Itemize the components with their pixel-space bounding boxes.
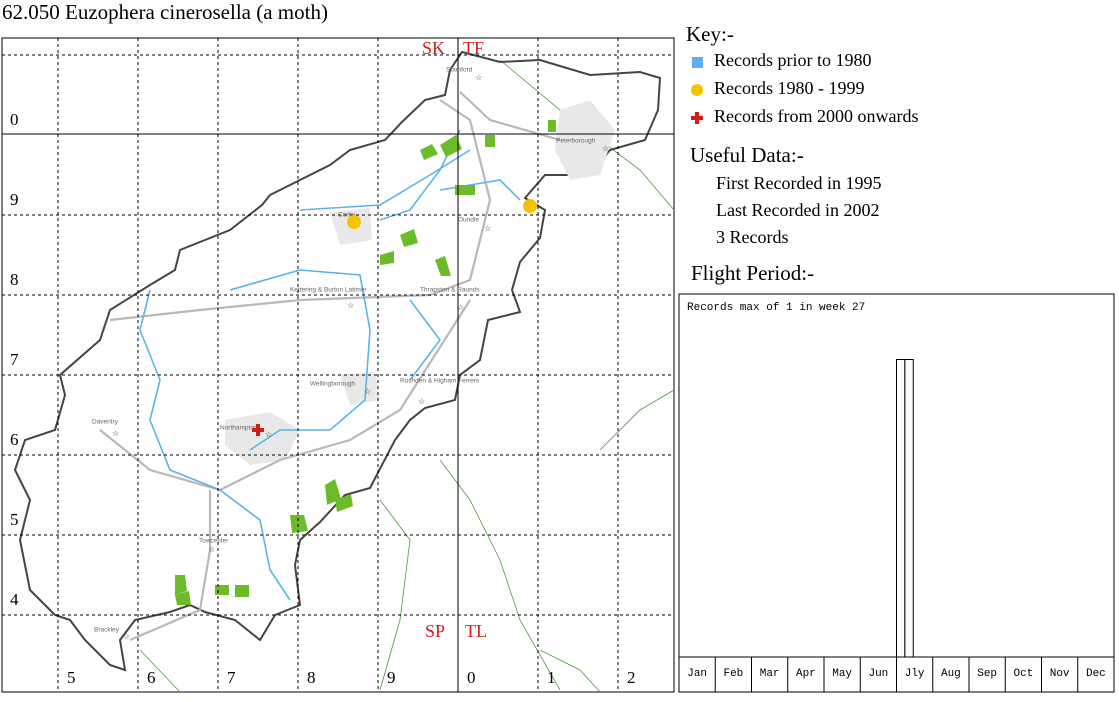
place-label: Stamford bbox=[446, 67, 473, 74]
square-label: SP bbox=[425, 621, 445, 641]
river bbox=[139, 129, 521, 601]
place-marker: ☆ bbox=[418, 397, 425, 406]
grid-label: 0 bbox=[467, 668, 476, 687]
place-marker: ☆ bbox=[475, 73, 482, 82]
chart-subtitle: Records max of 1 in week 27 bbox=[687, 302, 865, 314]
place-label: Wellingborough bbox=[310, 381, 355, 388]
place-label: Oundle bbox=[458, 217, 479, 224]
place-marker: ☆ bbox=[123, 632, 130, 641]
x-tick-label: Nov bbox=[1050, 668, 1070, 680]
x-tick-label: Jun bbox=[868, 668, 888, 680]
useful-line: First Recorded in 1995 bbox=[716, 173, 881, 193]
grid-label: 0 bbox=[10, 110, 19, 129]
grid bbox=[2, 38, 674, 692]
key-icon bbox=[691, 112, 703, 124]
key-item: Records 1980 - 1999 bbox=[714, 78, 864, 98]
key: Key:- Records prior to 1980 Records 1980… bbox=[686, 22, 918, 285]
key-item: Records prior to 1980 bbox=[714, 50, 871, 70]
key-title: Key:- bbox=[686, 22, 734, 46]
record-2000-onwards bbox=[252, 424, 264, 436]
record-1980-1999 bbox=[347, 215, 361, 229]
place-marker: ☆ bbox=[265, 430, 272, 439]
grid-label: 5 bbox=[10, 510, 19, 529]
place-label: Northampton bbox=[220, 425, 258, 432]
place-label: Rushden & Higham Ferrers bbox=[400, 378, 480, 385]
road bbox=[99, 91, 561, 642]
grid-label: 9 bbox=[387, 668, 396, 687]
place-marker: ☆ bbox=[484, 224, 491, 233]
useful-line: Last Recorded in 2002 bbox=[716, 200, 879, 220]
x-tick-label: Jly bbox=[905, 668, 925, 680]
place-marker: ☆ bbox=[347, 301, 354, 310]
x-tick-label: Aug bbox=[941, 668, 961, 680]
place-marker: ☆ bbox=[208, 545, 215, 554]
grid-label: 2 bbox=[627, 668, 636, 687]
flight-chart: Records max of 1 in week 27 Jan Feb Mar Apr… bbox=[678, 293, 1115, 693]
square-label: TF bbox=[463, 38, 484, 58]
chart-title: Flight Period:- bbox=[691, 261, 814, 285]
x-tick-label: Mar bbox=[760, 668, 780, 680]
x-tick-label: Dec bbox=[1086, 668, 1106, 680]
place-label: Kettering & Burton Latimer bbox=[290, 287, 367, 294]
grid-label: 8 bbox=[10, 270, 19, 289]
key-icon bbox=[691, 84, 703, 96]
place-marker: ☆ bbox=[112, 429, 119, 438]
grid-label: 6 bbox=[147, 668, 156, 687]
key-item: Records from 2000 onwards bbox=[714, 106, 918, 126]
x-tick-label: Jan bbox=[687, 668, 707, 680]
bar bbox=[904, 359, 914, 658]
x-tick-label: Oct bbox=[1013, 668, 1033, 680]
grid-label: 5 bbox=[67, 668, 76, 687]
place-label: Corby bbox=[338, 212, 356, 219]
x-tick-label: Apr bbox=[796, 668, 816, 680]
place-marker: ☆ bbox=[364, 387, 371, 396]
useful-line: 3 Records bbox=[716, 227, 788, 247]
key-icon bbox=[692, 57, 703, 68]
bar bbox=[896, 359, 906, 658]
place-label: Brackley bbox=[94, 627, 120, 634]
grid-label: 8 bbox=[307, 668, 316, 687]
record-1980-1999 bbox=[523, 199, 537, 213]
place-label: Peterborough bbox=[556, 138, 596, 145]
place-marker: ☆ bbox=[602, 144, 609, 153]
x-tick-label: Sep bbox=[977, 668, 997, 680]
place-label: Daventry bbox=[92, 419, 119, 426]
square-label: SK bbox=[422, 38, 445, 58]
grid-label: 7 bbox=[227, 668, 236, 687]
page-title: 62.050 Euzophera cinerosella (a moth) bbox=[2, 0, 328, 24]
x-tick-label: Feb bbox=[723, 668, 743, 680]
place-marker: ☆ bbox=[457, 303, 464, 312]
useful-title: Useful Data:- bbox=[690, 143, 804, 167]
square-label: TL bbox=[465, 621, 487, 641]
x-tick-label: May bbox=[832, 668, 852, 680]
grid-label: 4 bbox=[10, 590, 19, 609]
grid-label: 1 bbox=[547, 668, 556, 687]
grid-label: 6 bbox=[10, 430, 19, 449]
place-label: Towcester bbox=[199, 538, 229, 545]
place-label: Thrapston & Raunds bbox=[420, 287, 480, 294]
grid-label: 7 bbox=[10, 350, 19, 369]
grid-label: 9 bbox=[10, 190, 19, 209]
